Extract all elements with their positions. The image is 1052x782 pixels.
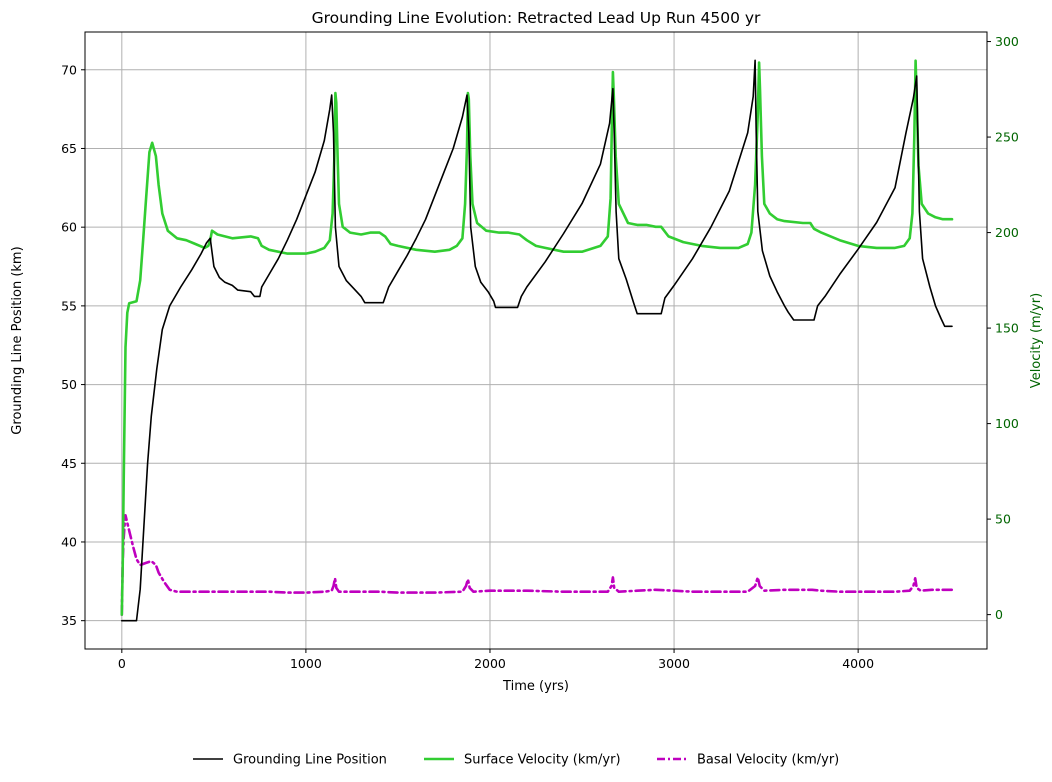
y2-tick-label: 150: [995, 321, 1019, 336]
y-tick-label: 65: [61, 141, 77, 156]
plot-frame: [84, 31, 988, 650]
y-tick-label: 60: [61, 220, 77, 235]
y2-tick-label: 100: [995, 416, 1019, 431]
plot-lines: [120, 59, 954, 622]
y2-tick-label: 250: [995, 130, 1019, 145]
y2-tick-label: 200: [995, 225, 1019, 240]
y-tick-label: 50: [61, 377, 77, 392]
y2-axis-label: Velocity (m/yr): [1029, 293, 1044, 388]
x-axis-label: Time (yrs): [502, 679, 569, 694]
axis-ticks: 0 1000 2000 3000 4000 35 40 45 50 55 60 65 70 0 50 100 1…: [61, 34, 1019, 671]
chart-title: Grounding Line Evolution: Retracted Lead…: [312, 9, 761, 27]
x-tick-label: 4000: [842, 656, 874, 671]
basal-velocity-series: [120, 514, 954, 616]
y-axis-label: Grounding Line Position (km): [10, 246, 25, 434]
legend-label: Basal Velocity (km/yr): [697, 753, 839, 768]
grid: [85, 32, 987, 649]
surface-velocity-series: [120, 59, 954, 616]
y2-tick-label: 0: [995, 607, 1003, 622]
y-tick-label: 40: [61, 534, 77, 549]
legend-label: Surface Velocity (km/yr): [464, 753, 621, 768]
y-tick-label: 35: [61, 613, 77, 628]
x-tick-label: 2000: [474, 656, 506, 671]
legend-label: Grounding Line Position: [233, 753, 387, 768]
y2-tick-label: 300: [995, 34, 1019, 49]
legend: Grounding Line Position Surface Velocity …: [193, 753, 839, 768]
x-tick-label: 1000: [290, 656, 322, 671]
x-tick-label: 0: [118, 656, 126, 671]
y-tick-label: 70: [61, 62, 77, 77]
y-tick-label: 45: [61, 456, 77, 471]
x-tick-label: 3000: [658, 656, 690, 671]
y2-tick-label: 50: [995, 512, 1011, 527]
grounding-line-series: [121, 59, 953, 622]
y-tick-label: 55: [61, 298, 77, 313]
